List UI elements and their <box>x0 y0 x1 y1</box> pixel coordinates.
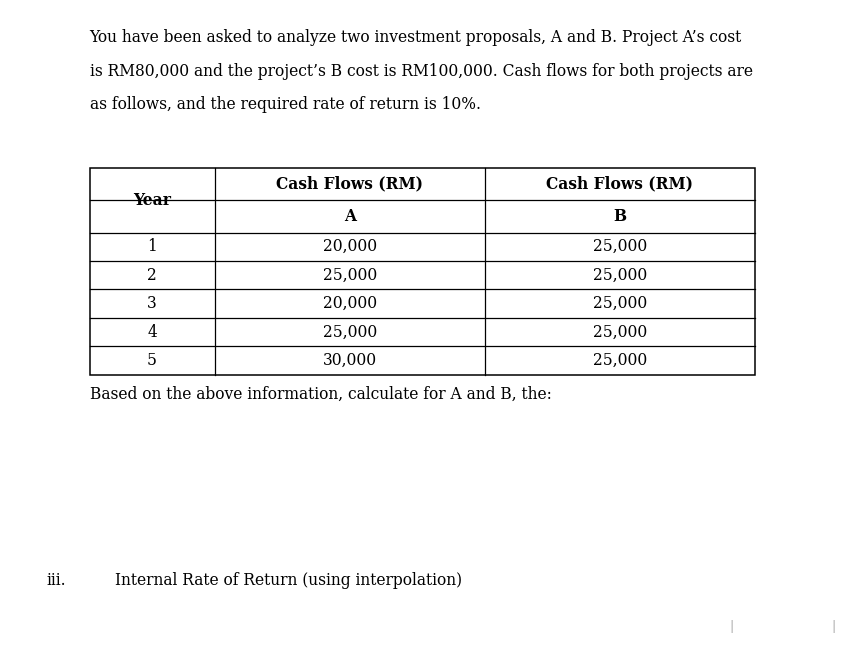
Text: 20,000: 20,000 <box>322 238 377 255</box>
Text: Year: Year <box>133 192 171 209</box>
Text: |: | <box>728 620 733 633</box>
Text: 25,000: 25,000 <box>592 238 646 255</box>
Text: B: B <box>613 208 625 225</box>
Text: 25,000: 25,000 <box>592 324 646 340</box>
Text: 20,000: 20,000 <box>322 295 377 312</box>
Text: Based on the above information, calculate for A and B, the:: Based on the above information, calculat… <box>89 386 550 403</box>
Text: 3: 3 <box>147 295 157 312</box>
Text: Cash Flows (RM): Cash Flows (RM) <box>545 176 693 193</box>
Text: 1: 1 <box>147 238 157 255</box>
Text: 30,000: 30,000 <box>322 352 377 369</box>
Text: is RM80,000 and the project’s B cost is RM100,000. Cash flows for both projects : is RM80,000 and the project’s B cost is … <box>89 63 751 79</box>
Text: Cash Flows (RM): Cash Flows (RM) <box>276 176 423 193</box>
Text: 25,000: 25,000 <box>592 267 646 284</box>
Text: 25,000: 25,000 <box>592 352 646 369</box>
Text: 25,000: 25,000 <box>322 324 377 340</box>
Text: You have been asked to analyze two investment proposals, A and B. Project A’s co: You have been asked to analyze two inves… <box>89 29 741 46</box>
Text: 5: 5 <box>147 352 157 369</box>
Text: 25,000: 25,000 <box>592 295 646 312</box>
Text: 4: 4 <box>147 324 157 340</box>
Text: iii.: iii. <box>47 572 66 589</box>
Text: 25,000: 25,000 <box>322 267 377 284</box>
Text: as follows, and the required rate of return is 10%.: as follows, and the required rate of ret… <box>89 96 480 113</box>
Text: |: | <box>831 620 835 633</box>
Bar <box>89 168 754 375</box>
Text: 2: 2 <box>147 267 157 284</box>
Text: A: A <box>343 208 355 225</box>
Text: Internal Rate of Return (using interpolation): Internal Rate of Return (using interpola… <box>115 572 462 589</box>
